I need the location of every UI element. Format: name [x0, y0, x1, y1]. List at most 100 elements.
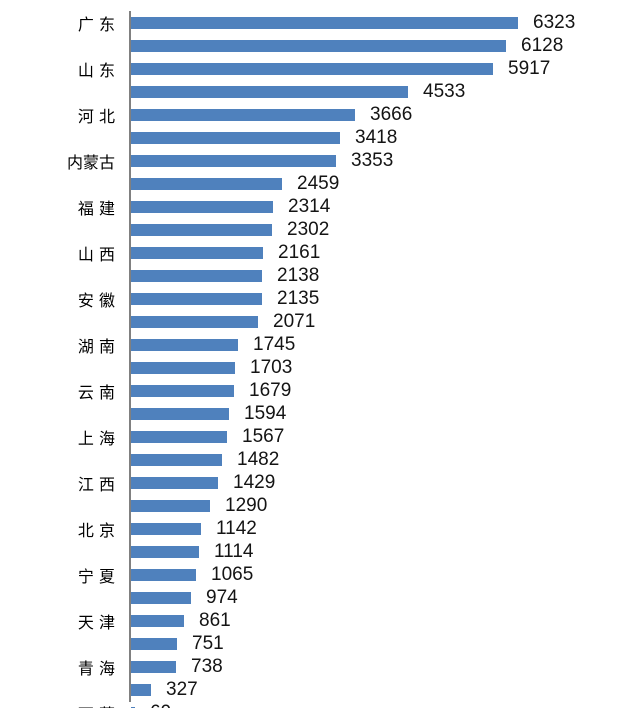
value-label: 2138	[277, 265, 320, 286]
bar	[131, 63, 493, 75]
value-label: 1429	[233, 472, 276, 493]
bar	[131, 454, 222, 466]
bar-row: 河 北 3666	[0, 103, 623, 127]
bar-row: 山 东 5917	[0, 57, 623, 81]
value-label: 2161	[278, 242, 321, 263]
bar-row: 1114	[0, 541, 623, 563]
value-label: 1114	[214, 541, 254, 562]
category-label: 江 西	[77, 475, 115, 494]
bar-row: 宁 夏 1065	[0, 563, 623, 587]
bar	[131, 385, 234, 397]
bar-row: 云 南 1679	[0, 379, 623, 403]
value-label: 3418	[355, 127, 398, 148]
bar	[131, 224, 272, 236]
value-label: 6128	[521, 35, 564, 56]
bar-row: 2302	[0, 219, 623, 241]
bar	[131, 661, 176, 673]
bar-row: 2071	[0, 311, 623, 333]
bar	[131, 86, 408, 98]
value-label: 2459	[297, 173, 340, 194]
bar-row: 青 海 738	[0, 655, 623, 679]
bar-row: 1290	[0, 495, 623, 517]
category-label: 上 海	[77, 429, 115, 448]
bar-row: 2459	[0, 173, 623, 195]
category-label: 福 建	[77, 199, 115, 218]
bar-row: 内蒙古 3353	[0, 149, 623, 173]
bar-row: 广 东 6323	[0, 11, 623, 35]
bar	[131, 339, 238, 351]
bar	[131, 109, 355, 121]
category-label: 北 京	[77, 521, 115, 540]
value-label: 974	[206, 587, 238, 608]
bar	[131, 201, 273, 213]
value-label: 69	[150, 702, 171, 708]
bar-row: 山 西 2161	[0, 241, 623, 265]
bar	[131, 638, 177, 650]
bar	[131, 155, 336, 167]
value-label: 4533	[423, 81, 466, 102]
category-label: 山 西	[77, 245, 115, 264]
value-label: 1290	[225, 495, 268, 516]
value-label: 1567	[242, 426, 285, 447]
category-label: 河 北	[77, 107, 115, 126]
bar	[131, 500, 210, 512]
value-label: 1482	[237, 449, 280, 470]
value-label: 1703	[250, 357, 293, 378]
bar	[131, 362, 235, 374]
bar-row: 1703	[0, 357, 623, 379]
category-label: 西 藏	[0, 701, 129, 708]
bar-row: 西 藏 69	[0, 701, 623, 708]
value-label: 5917	[508, 58, 551, 79]
bar-row: 751	[0, 633, 623, 655]
category-label: 湖 南	[77, 337, 115, 356]
bar-row: 6128	[0, 35, 623, 57]
bar	[131, 684, 151, 696]
value-label: 1594	[244, 403, 287, 424]
category-label: 山 东	[77, 61, 115, 80]
bar-row: 1482	[0, 449, 623, 471]
category-label: 云 南	[77, 383, 115, 402]
value-label: 2071	[273, 311, 316, 332]
category-label: 广 东	[77, 15, 115, 34]
bar	[131, 615, 184, 627]
value-label: 1065	[211, 564, 254, 585]
category-label: 安 徽	[77, 291, 115, 310]
bar	[131, 17, 518, 29]
y-axis-line	[129, 11, 131, 702]
category-label: 青 海	[77, 659, 115, 678]
value-label: 2135	[277, 288, 320, 309]
bar	[131, 316, 258, 328]
bar-row: 天 津 861	[0, 609, 623, 633]
bar-row: 湖 南 1745	[0, 333, 623, 357]
bar	[131, 178, 282, 190]
bar	[131, 293, 262, 305]
value-label: 6323	[533, 12, 576, 33]
plot-area: 广 东 6323 6128 山 东 5917 4533 河 北 3666 3418 内蒙古 3353…	[0, 11, 623, 708]
value-label: 2314	[288, 196, 331, 217]
bar-row: 北 京 1142	[0, 517, 623, 541]
bar	[131, 247, 263, 259]
value-label: 1679	[249, 380, 292, 401]
bar	[131, 40, 506, 52]
bar	[131, 431, 227, 443]
bar	[131, 408, 229, 420]
value-label: 327	[166, 679, 198, 700]
bar-row: 327	[0, 679, 623, 701]
value-label: 738	[191, 656, 223, 677]
value-label: 2302	[287, 219, 330, 240]
value-label: 3666	[370, 104, 413, 125]
category-label: 内蒙古	[66, 153, 115, 172]
bar-row: 2138	[0, 265, 623, 287]
bar	[131, 132, 340, 144]
value-label: 861	[199, 610, 231, 631]
value-label: 3353	[351, 150, 394, 171]
bar	[131, 592, 191, 604]
bar-row: 4533	[0, 81, 623, 103]
value-label: 1745	[253, 334, 296, 355]
bar-row: 江 西 1429	[0, 471, 623, 495]
bar	[131, 523, 201, 535]
bar	[131, 270, 262, 282]
bar-row: 974	[0, 587, 623, 609]
bar-row: 上 海 1567	[0, 425, 623, 449]
